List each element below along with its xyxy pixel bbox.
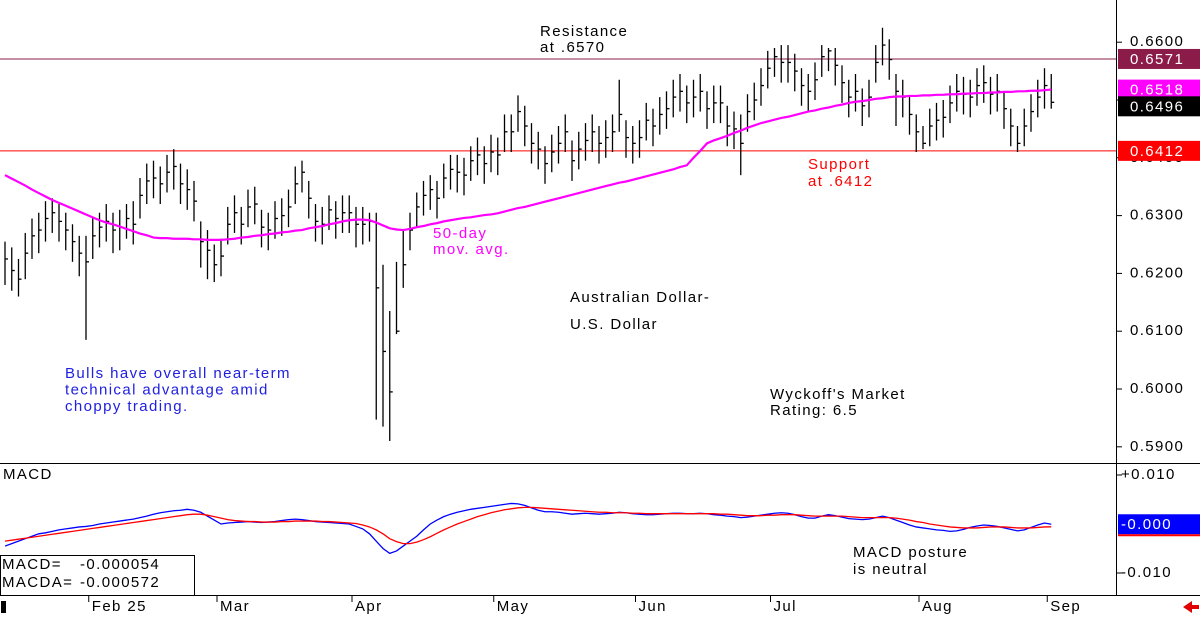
annotation: choppy trading.	[65, 398, 189, 415]
macd-y-tick-label: +0.010	[1121, 466, 1176, 483]
support-note: at .6412	[808, 173, 873, 190]
macd-y-tick-label: -0.010	[1121, 564, 1172, 581]
macd-readout-box	[0, 555, 195, 596]
resistance-tag	[1118, 48, 1200, 69]
resistance-tag-label: 0.6571	[1130, 51, 1184, 68]
x-tick-label: Jul	[774, 598, 797, 615]
resistance-note: Resistance	[540, 23, 628, 40]
macd-title: MACD	[3, 466, 53, 483]
moving-average-line	[4, 88, 1052, 241]
chart-title: U.S. Dollar	[570, 316, 658, 333]
ma-tag-label: 0.6518	[1130, 82, 1184, 99]
y-tick-label: 0.6600	[1130, 33, 1184, 50]
y-tick-label: 0.6200	[1130, 264, 1184, 281]
chart-title: Australian Dollar-	[570, 289, 710, 306]
macd-note: is neutral	[853, 561, 928, 578]
readout-value: -0.000054	[80, 556, 160, 573]
x-tick-label: Sep	[1050, 598, 1081, 615]
y-tick-label: 0.6100	[1130, 322, 1184, 339]
last-price-tag-label: 0.6496	[1130, 98, 1184, 115]
x-tick-label: Mar	[220, 598, 250, 615]
scroll-marker	[1, 601, 6, 613]
moving-average-label: 50-day	[433, 225, 487, 242]
readout-name: MACDA=	[2, 574, 73, 591]
y-tick-label: 0.6300	[1130, 207, 1184, 224]
support-note: Support	[808, 156, 870, 173]
support-tag-label: 0.6412	[1130, 143, 1184, 160]
annotation: Bulls have overall near-term	[65, 365, 291, 382]
y-tick-label: 0.6000	[1130, 380, 1184, 397]
annotation: Rating: 6.5	[770, 402, 858, 419]
annotation: Wyckoff's Market	[770, 386, 906, 403]
support-tag	[1118, 140, 1200, 161]
scroll-arrow[interactable]	[1183, 601, 1199, 613]
macd-note: MACD posture	[853, 544, 968, 561]
ma-tag	[1118, 79, 1200, 100]
macd-tag-label: -0.000	[1121, 516, 1172, 533]
moving-average-label: mov. avg.	[433, 241, 510, 258]
annotation: technical advantage amid	[65, 381, 269, 398]
x-tick-label: May	[497, 598, 530, 615]
x-tick-label: Apr	[355, 598, 383, 615]
readout-value: -0.000572	[80, 574, 160, 591]
resistance-note: at .6570	[540, 39, 605, 56]
x-tick-label: Jun	[639, 598, 667, 615]
x-tick-label: Feb 25	[92, 598, 147, 615]
macd-line	[4, 506, 1052, 545]
readout-name: MACD=	[2, 556, 62, 573]
x-tick-label: Aug	[922, 598, 953, 615]
last-price-tag	[1118, 96, 1200, 117]
macd-tag	[1118, 514, 1200, 535]
y-tick-label: 0.5900	[1130, 438, 1184, 455]
